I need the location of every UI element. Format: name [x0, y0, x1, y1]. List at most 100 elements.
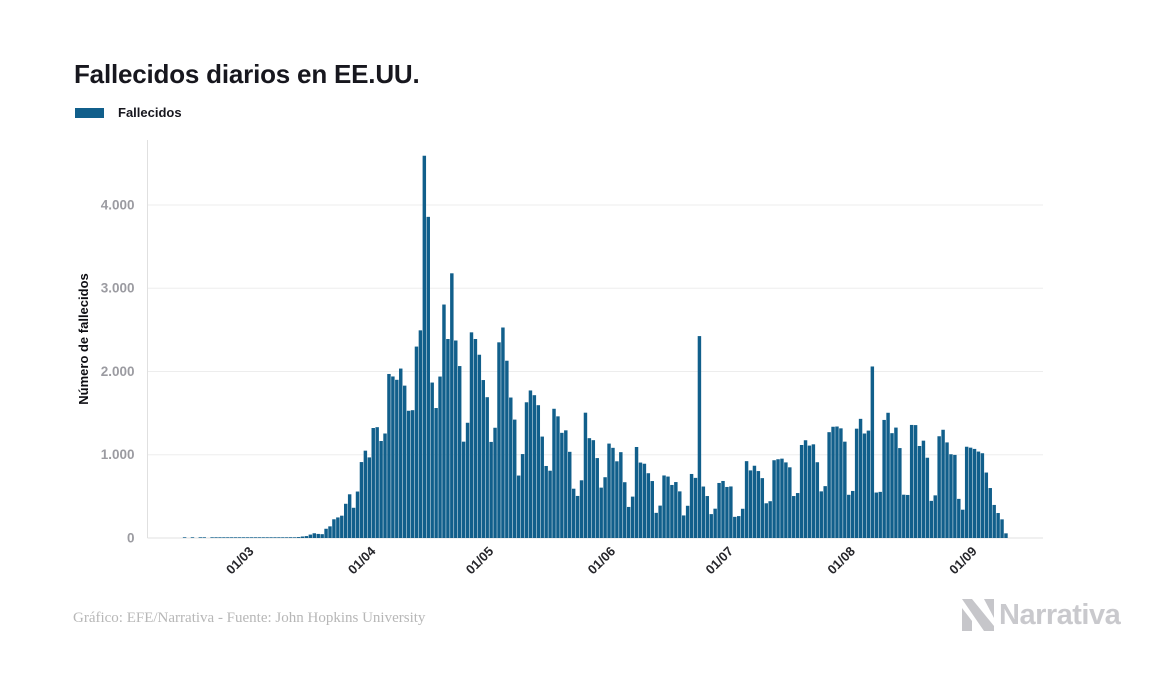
chart-bar[interactable] — [387, 373, 391, 538]
chart-bar[interactable] — [214, 537, 218, 538]
chart-bar[interactable] — [332, 519, 336, 538]
chart-bar[interactable] — [945, 442, 949, 538]
chart-bar[interactable] — [642, 463, 647, 538]
chart-bar[interactable] — [925, 457, 930, 538]
chart-bar[interactable] — [446, 339, 450, 538]
chart-bar[interactable] — [457, 366, 462, 538]
chart-bar[interactable] — [536, 405, 541, 538]
chart-bar[interactable] — [210, 537, 214, 538]
chart-bar[interactable] — [1004, 533, 1008, 538]
chart-bar[interactable] — [670, 484, 674, 538]
chart-bar[interactable] — [328, 526, 332, 538]
chart-bar[interactable] — [560, 432, 564, 538]
chart-bar[interactable] — [340, 515, 344, 538]
chart-bar[interactable] — [336, 517, 340, 538]
chart-bar[interactable] — [308, 534, 313, 538]
chart-bar[interactable] — [454, 340, 458, 539]
chart-bar[interactable] — [941, 429, 945, 538]
chart-bar[interactable] — [937, 436, 941, 538]
chart-bar[interactable] — [489, 441, 493, 538]
chart-bar[interactable] — [725, 486, 729, 538]
chart-bar[interactable] — [218, 537, 222, 538]
chart-bar[interactable] — [552, 408, 556, 538]
chart-bar[interactable] — [717, 482, 721, 538]
chart-bar[interactable] — [957, 498, 961, 538]
chart-bar[interactable] — [285, 537, 289, 538]
chart-bar[interactable] — [862, 433, 867, 539]
chart-bar[interactable] — [905, 494, 910, 538]
chart-bar[interactable] — [277, 537, 281, 538]
chart-bar[interactable] — [658, 505, 662, 538]
chart-bar[interactable] — [835, 426, 839, 538]
chart-bar[interactable] — [414, 346, 419, 538]
chart-bar[interactable] — [776, 459, 780, 538]
chart-bar[interactable] — [395, 379, 399, 538]
chart-bar[interactable] — [1000, 519, 1004, 538]
chart-bar[interactable] — [913, 425, 918, 538]
chart-bar[interactable] — [591, 440, 596, 538]
chart-bar[interactable] — [626, 506, 631, 538]
chart-bar[interactable] — [662, 475, 666, 538]
chart-bar[interactable] — [968, 447, 973, 538]
chart-bar[interactable] — [811, 444, 816, 538]
chart-bar[interactable] — [678, 491, 682, 538]
chart-bar[interactable] — [650, 481, 654, 538]
chart-bar[interactable] — [898, 448, 902, 538]
chart-bar[interactable] — [689, 473, 694, 538]
chart-bar[interactable] — [780, 458, 784, 538]
chart-bar[interactable] — [363, 450, 368, 538]
chart-bar[interactable] — [815, 462, 820, 538]
chart-bar[interactable] — [528, 390, 533, 538]
chart-bar[interactable] — [237, 537, 242, 538]
chart-bar[interactable] — [847, 494, 851, 538]
chart-bar[interactable] — [976, 451, 981, 538]
chart-bar[interactable] — [583, 412, 588, 538]
chart-bar[interactable] — [418, 330, 423, 538]
chart-bar[interactable] — [894, 427, 898, 538]
chart-bar[interactable] — [634, 446, 639, 538]
chart-bar[interactable] — [760, 478, 765, 538]
chart-bar[interactable] — [426, 216, 430, 538]
chart-bar[interactable] — [823, 486, 827, 538]
chart-bar[interactable] — [874, 492, 878, 538]
chart-bar[interactable] — [422, 155, 427, 539]
chart-bar[interactable] — [579, 480, 584, 538]
chart-bar[interactable] — [587, 438, 592, 538]
chart-bar[interactable] — [292, 537, 297, 538]
chart-bar[interactable] — [792, 496, 796, 538]
chart-bar[interactable] — [469, 332, 474, 538]
chart-bar[interactable] — [992, 504, 996, 538]
chart-bar[interactable] — [953, 454, 957, 538]
chart-bar[interactable] — [320, 534, 324, 538]
chart-bar[interactable] — [202, 537, 206, 538]
chart-bar[interactable] — [799, 444, 804, 538]
chart-bar[interactable] — [406, 410, 411, 538]
chart-bar[interactable] — [222, 537, 226, 538]
chart-bar[interactable] — [827, 432, 831, 538]
chart-bar[interactable] — [477, 354, 482, 538]
chart-bar[interactable] — [465, 422, 470, 538]
chart-bar[interactable] — [697, 336, 702, 538]
chart-bar[interactable] — [961, 509, 965, 538]
chart-bar[interactable] — [375, 427, 379, 538]
chart-bar[interactable] — [878, 491, 882, 538]
chart-bar[interactable] — [182, 537, 187, 538]
chart-bar[interactable] — [379, 441, 383, 538]
chart-bar[interactable] — [603, 477, 607, 538]
chart-bar[interactable] — [544, 465, 548, 538]
chart-bar[interactable] — [964, 446, 969, 538]
chart-bar[interactable] — [249, 537, 254, 538]
chart-bar[interactable] — [257, 537, 261, 538]
chart-bar[interactable] — [442, 304, 446, 538]
chart-bar[interactable] — [721, 480, 725, 538]
chart-bar[interactable] — [788, 467, 792, 538]
chart-bar[interactable] — [744, 461, 749, 538]
chart-bar[interactable] — [740, 508, 745, 538]
chart-bar[interactable] — [269, 537, 273, 538]
chart-bar[interactable] — [367, 457, 372, 538]
chart-bar[interactable] — [756, 471, 761, 538]
chart-bar[interactable] — [972, 448, 977, 538]
chart-bar[interactable] — [296, 537, 301, 538]
chart-bar[interactable] — [371, 428, 375, 538]
chart-bar[interactable] — [190, 537, 195, 538]
